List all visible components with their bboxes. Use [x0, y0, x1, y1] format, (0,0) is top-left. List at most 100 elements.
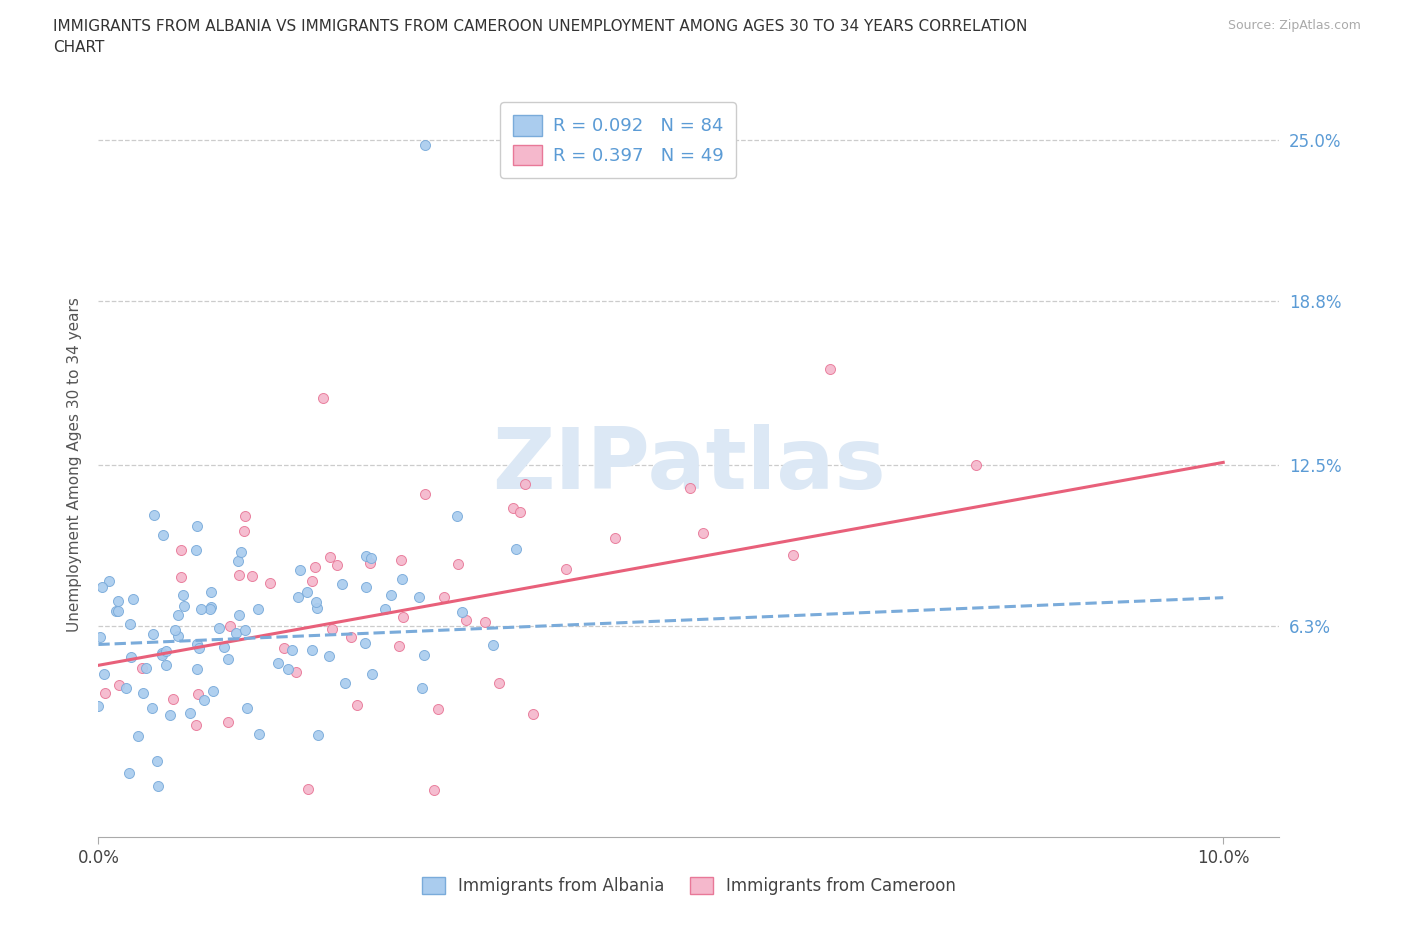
Point	[131, 660, 153, 675]
Point	[474, 614, 496, 629]
Point	[330, 577, 353, 591]
Point	[360, 551, 382, 565]
Point	[408, 590, 430, 604]
Point	[361, 666, 384, 681]
Point	[326, 558, 349, 573]
Point	[142, 507, 165, 522]
Point	[217, 652, 239, 667]
Point	[502, 500, 524, 515]
Point	[107, 604, 129, 618]
Point	[105, 604, 128, 618]
Point	[446, 509, 468, 524]
Point	[603, 530, 626, 545]
Point	[190, 602, 212, 617]
Point	[818, 362, 841, 377]
Point	[201, 684, 224, 698]
Point	[353, 636, 375, 651]
Point	[307, 600, 329, 615]
Point	[427, 702, 450, 717]
Point	[132, 685, 155, 700]
Point	[87, 698, 110, 713]
Point	[301, 643, 323, 658]
Point	[392, 609, 415, 624]
Point	[318, 648, 340, 663]
Point	[295, 585, 318, 600]
Point	[266, 656, 288, 671]
Point	[118, 765, 141, 780]
Point	[301, 574, 323, 589]
Point	[422, 783, 444, 798]
Point	[228, 607, 250, 622]
Point	[411, 681, 433, 696]
Point	[107, 677, 129, 692]
Point	[321, 622, 343, 637]
Point	[120, 617, 142, 631]
Point	[233, 509, 256, 524]
Point	[89, 630, 111, 644]
Text: Source: ZipAtlas.com: Source: ZipAtlas.com	[1227, 19, 1361, 32]
Point	[522, 707, 544, 722]
Point	[107, 593, 129, 608]
Point	[142, 627, 165, 642]
Point	[782, 548, 804, 563]
Legend: Immigrants from Albania, Immigrants from Cameroon: Immigrants from Albania, Immigrants from…	[413, 869, 965, 903]
Y-axis label: Unemployment Among Ages 30 to 34 years: Unemployment Among Ages 30 to 34 years	[66, 298, 82, 632]
Text: CHART: CHART	[53, 40, 105, 55]
Point	[287, 590, 309, 604]
Point	[374, 602, 396, 617]
Point	[193, 693, 215, 708]
Text: IMMIGRANTS FROM ALBANIA VS IMMIGRANTS FROM CAMEROON UNEMPLOYMENT AMONG AGES 30 T: IMMIGRANTS FROM ALBANIA VS IMMIGRANTS FR…	[53, 19, 1028, 33]
Point	[155, 644, 177, 658]
Point	[155, 658, 177, 672]
Point	[335, 675, 357, 690]
Point	[141, 700, 163, 715]
Point	[288, 563, 311, 578]
Point	[150, 647, 173, 662]
Point	[554, 562, 576, 577]
Text: ZIPatlas: ZIPatlas	[492, 423, 886, 507]
Point	[90, 579, 112, 594]
Point	[488, 675, 510, 690]
Point	[433, 590, 456, 604]
Point	[97, 574, 120, 589]
Point	[233, 622, 256, 637]
Point	[359, 555, 381, 570]
Point	[240, 568, 263, 583]
Point	[413, 487, 436, 502]
Point	[200, 585, 222, 600]
Point	[339, 630, 361, 644]
Point	[285, 665, 308, 680]
Point	[184, 718, 207, 733]
Point	[188, 641, 211, 656]
Point	[679, 481, 702, 496]
Point	[505, 542, 527, 557]
Point	[214, 640, 236, 655]
Point	[692, 525, 714, 540]
Point	[259, 576, 281, 591]
Point	[312, 391, 335, 405]
Point	[162, 692, 184, 707]
Point	[273, 641, 295, 656]
Point	[173, 598, 195, 613]
Point	[186, 661, 208, 676]
Point	[281, 643, 304, 658]
Point	[186, 542, 208, 557]
Point	[159, 708, 181, 723]
Point	[380, 587, 402, 602]
Point	[450, 604, 472, 619]
Point	[225, 626, 247, 641]
Point	[114, 681, 136, 696]
Point	[356, 579, 378, 594]
Point	[319, 550, 342, 565]
Point	[389, 552, 412, 567]
Point	[307, 728, 329, 743]
Point	[187, 687, 209, 702]
Point	[481, 638, 503, 653]
Point	[148, 778, 170, 793]
Point	[391, 572, 413, 587]
Point	[172, 587, 194, 602]
Point	[120, 650, 142, 665]
Point	[236, 700, 259, 715]
Point	[297, 781, 319, 796]
Point	[179, 706, 201, 721]
